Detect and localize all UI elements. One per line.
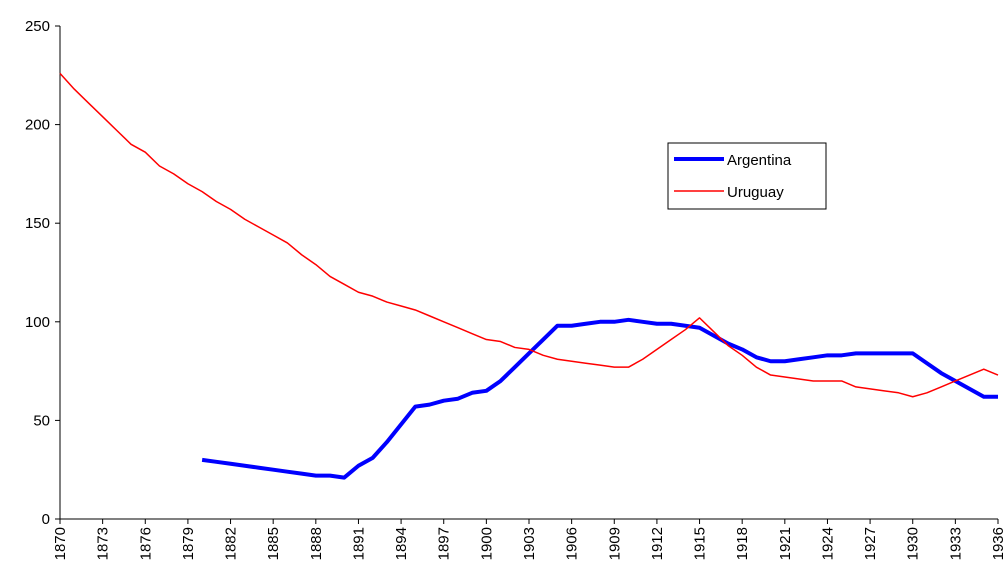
x-tick-label: 1900 <box>478 527 495 560</box>
x-tick-label: 1924 <box>819 527 836 560</box>
y-tick-label: 50 <box>33 412 50 429</box>
x-tick-label: 1906 <box>564 527 581 560</box>
x-tick-label: 1921 <box>777 527 794 560</box>
y-tick-label: 150 <box>25 215 50 232</box>
series-line <box>201 317 998 480</box>
x-tick-label: 1927 <box>862 527 879 560</box>
x-tick-label: 1933 <box>947 527 964 560</box>
y-tick-label: 100 <box>25 314 50 331</box>
x-tick-label: 1936 <box>990 527 1007 560</box>
legend: Argentina Uruguay <box>667 142 827 210</box>
x-tick-label: 1870 <box>52 527 69 560</box>
y-tick-label: 200 <box>25 117 50 134</box>
series-line <box>59 72 999 398</box>
x-tick-label: 1909 <box>606 527 623 560</box>
legend-box <box>667 142 827 210</box>
legend-label: Uruguay <box>727 184 784 201</box>
x-tick-label: 1915 <box>692 527 709 560</box>
x-tick-label: 1930 <box>905 527 922 560</box>
x-tick-label: 1888 <box>308 527 325 560</box>
x-tick-label: 1918 <box>734 527 751 560</box>
x-tick-label: 1885 <box>265 527 282 560</box>
y-tick-label: 0 <box>42 511 50 528</box>
y-tick-label: 250 <box>25 18 50 35</box>
x-tick-label: 1903 <box>521 527 538 560</box>
x-tick-label: 1876 <box>137 527 154 560</box>
x-tick-label: 1897 <box>436 527 453 560</box>
x-tick-label: 1894 <box>393 527 410 560</box>
x-tick-label: 1891 <box>350 527 367 560</box>
legend-label: Argentina <box>727 152 792 169</box>
x-tick-label: 1912 <box>649 527 666 560</box>
x-tick-label: 1873 <box>95 527 112 560</box>
x-tick-label: 1882 <box>223 527 240 560</box>
x-tick-label: 1879 <box>180 527 197 560</box>
